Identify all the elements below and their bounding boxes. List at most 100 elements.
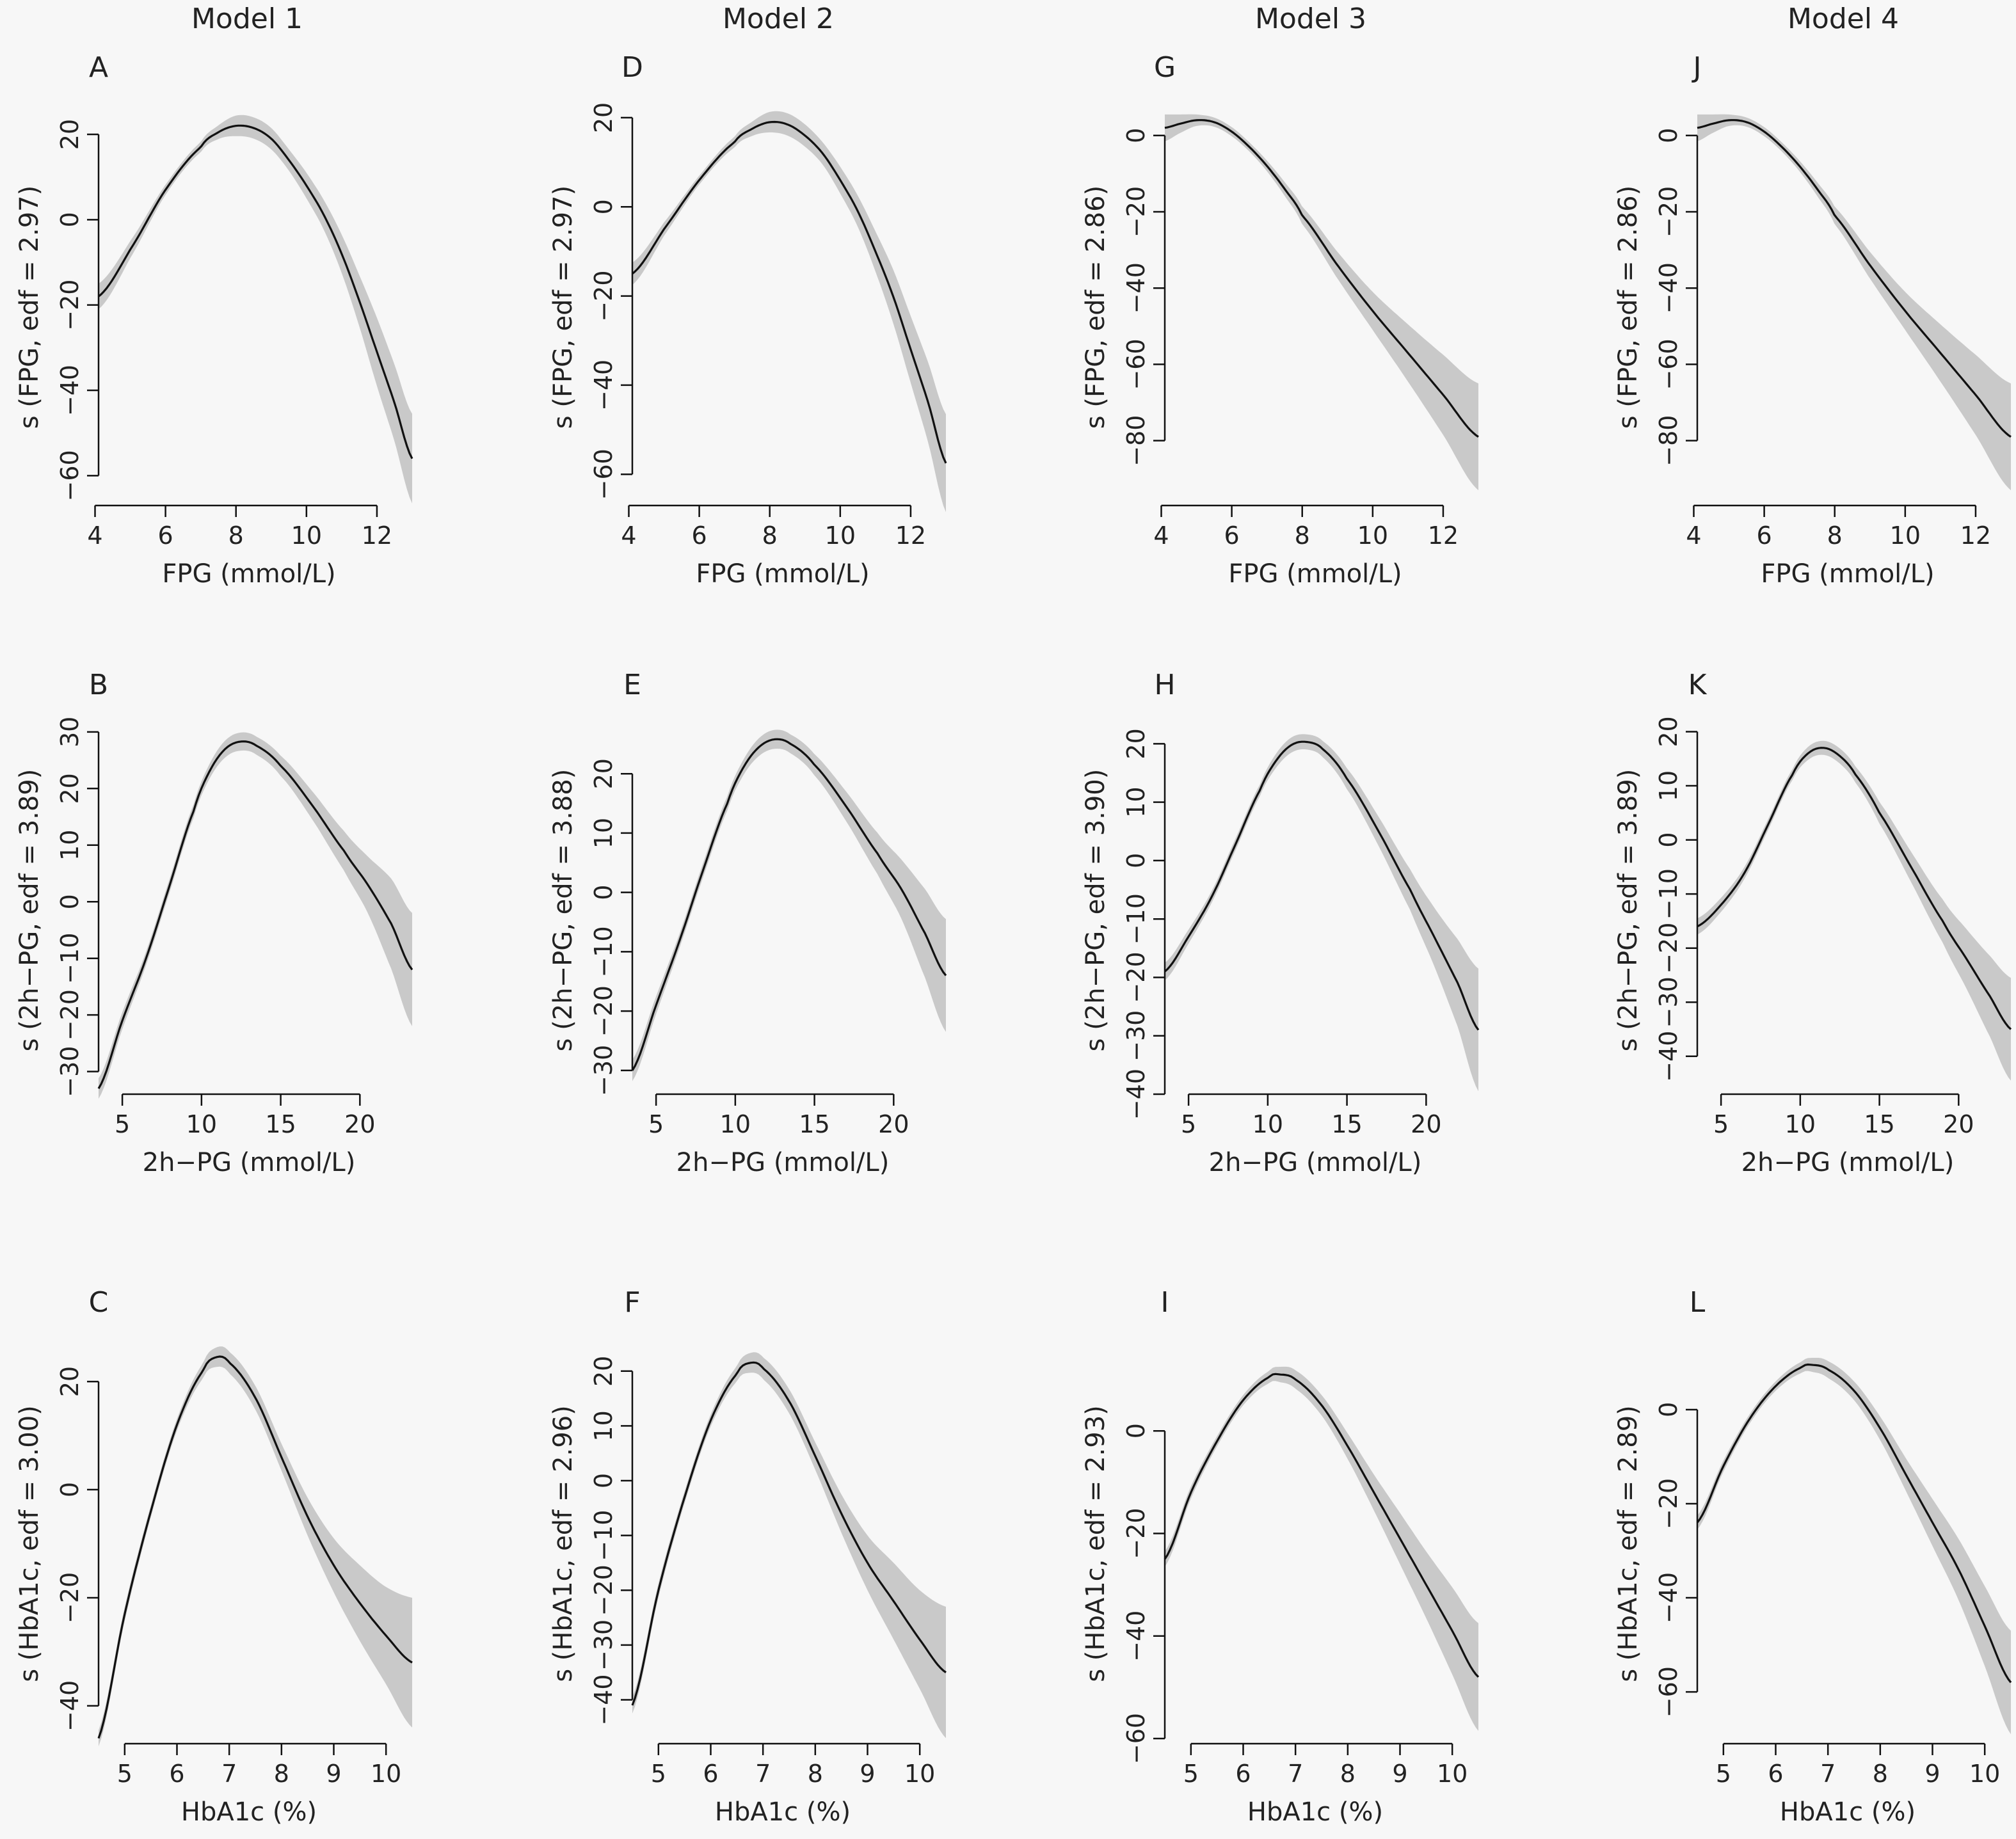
y-tick-label-B: 10 — [56, 830, 84, 861]
smooth-curve-D — [631, 120, 947, 464]
y-tick-label-B: −20 — [56, 989, 84, 1040]
panel-E: E 20 10 0 −10 −20 −30 5 10 15 20 2h−PG (mmol/L) s (2… — [548, 669, 947, 1177]
smooth-curve-H — [1164, 740, 1480, 1031]
y-tick-label-L: 0 — [1654, 1402, 1683, 1417]
x-tick-label-I: 7 — [1288, 1760, 1303, 1788]
y-tick-label-A: −20 — [56, 280, 84, 331]
x-axis-title-E: 2h−PG (mmol/L) — [676, 1148, 890, 1177]
y-tick-label-H: 0 — [1122, 853, 1150, 868]
y-tick-label-A: 0 — [56, 212, 84, 227]
x-tick-label-D: 4 — [621, 521, 636, 550]
smooth-curve-C — [97, 1355, 413, 1739]
model-title-1: Model 1 — [191, 3, 303, 35]
panel-grid: A 20 0 −20 −40 −60 4 6 8 10 12 FPG (mmol/L) s (FPG, … — [15, 51, 2012, 1827]
x-axis-title-C: HbA1c (%) — [181, 1797, 317, 1827]
x-tick-label-A: 4 — [87, 521, 102, 550]
y-tick-label-J: 0 — [1654, 128, 1683, 143]
x-tick-label-B: 10 — [186, 1110, 217, 1138]
model-titles: Model 1 Model 2 Model 3 Model 4 — [191, 3, 1899, 35]
y-tick-label-F: 10 — [589, 1410, 618, 1441]
x-tick-label-D: 12 — [895, 521, 926, 550]
x-tick-label-I: 5 — [1183, 1760, 1199, 1788]
x-tick-label-G: 10 — [1357, 521, 1388, 550]
y-tick-label-E: −30 — [589, 1045, 618, 1096]
x-tick-label-L: 8 — [1873, 1760, 1888, 1788]
x-tick-label-E: 5 — [648, 1110, 664, 1138]
y-tick-label-C: 0 — [56, 1482, 84, 1497]
y-tick-label-D: −40 — [589, 360, 618, 411]
x-tick-label-F: 5 — [651, 1760, 666, 1788]
x-tick-label-I: 9 — [1392, 1760, 1407, 1788]
smooth-curve-K — [1697, 747, 2012, 1030]
x-tick-label-C: 7 — [221, 1760, 237, 1788]
x-axis-title-B: 2h−PG (mmol/L) — [143, 1148, 356, 1177]
y-tick-label-H: −30 — [1122, 1010, 1150, 1062]
x-tick-label-A: 8 — [228, 521, 244, 550]
x-tick-label-C: 6 — [169, 1760, 184, 1788]
x-tick-label-D: 8 — [762, 521, 778, 550]
panel-C: C 20 0 −20 −40 5 6 7 8 9 10 HbA1c (%) s (HbA1c, edf … — [15, 1286, 413, 1827]
y-tick-label-E: 0 — [589, 885, 618, 900]
panel-letter-L: L — [1690, 1286, 1706, 1319]
y-axis-title-H: s (2h−PG, edf = 3.90) — [1081, 769, 1110, 1052]
y-tick-label-J: −40 — [1654, 262, 1683, 314]
y-tick-label-B: 20 — [56, 773, 84, 804]
y-tick-label-E: 20 — [589, 758, 618, 789]
y-tick-label-A: 20 — [56, 119, 84, 150]
y-tick-label-B: 30 — [56, 717, 84, 747]
x-tick-label-B: 20 — [344, 1110, 375, 1138]
x-tick-label-K: 15 — [1864, 1110, 1894, 1138]
x-tick-label-K: 5 — [1713, 1110, 1729, 1138]
panel-F: F 20 10 0 −10 −20 −30 −40 5 6 7 8 9 10 HbA1c (%) s (HbA… — [548, 1286, 947, 1827]
y-tick-label-L: −40 — [1654, 1572, 1683, 1623]
confidence-band-L — [1697, 1358, 2011, 1735]
panel-A: A 20 0 −20 −40 −604 6 8 10 12 FPG (mmol/L) s (FPG, … — [15, 51, 413, 589]
panel-letter-E: E — [623, 669, 641, 701]
panel-letter-B: B — [89, 669, 108, 701]
panel-letter-D: D — [621, 51, 643, 84]
y-tick-label-J: −80 — [1654, 415, 1683, 466]
y-tick-label-L: −60 — [1654, 1666, 1683, 1717]
x-tick-label-L: 6 — [1768, 1760, 1783, 1788]
y-axis-title-A: s (FPG, edf = 2.97) — [15, 186, 44, 429]
y-tick-label-F: −40 — [589, 1674, 618, 1725]
x-tick-label-B: 5 — [115, 1110, 130, 1138]
panel-G: G 0 −20 −40 −60 −80 4 6 8 10 12 FPG (mmol/L) s (FPG,… — [1081, 51, 1479, 589]
x-tick-label-H: 5 — [1181, 1110, 1196, 1138]
model-title-3: Model 3 — [1255, 3, 1366, 35]
y-tick-label-L: −20 — [1654, 1478, 1683, 1529]
x-axis-title-F: HbA1c (%) — [715, 1797, 851, 1827]
x-tick-label-L: 10 — [1969, 1760, 2000, 1788]
panel-letter-A: A — [89, 51, 108, 84]
y-tick-label-F: −20 — [589, 1564, 618, 1616]
y-tick-label-C: −20 — [56, 1572, 84, 1623]
confidence-band-C — [99, 1346, 412, 1747]
y-axis-title-G: s (FPG, edf = 2.86) — [1081, 186, 1110, 429]
x-tick-label-E: 20 — [878, 1110, 909, 1138]
y-tick-label-G: 0 — [1122, 128, 1150, 143]
y-axis-title-K: s (2h−PG, edf = 3.89) — [1613, 769, 1643, 1052]
x-tick-label-K: 10 — [1785, 1110, 1816, 1138]
confidence-band-A — [99, 115, 412, 504]
y-tick-label-K: 10 — [1654, 770, 1683, 801]
panel-letter-G: G — [1154, 51, 1176, 84]
y-tick-label-I: −20 — [1122, 1508, 1150, 1559]
y-tick-label-E: −10 — [589, 926, 618, 977]
smooth-curve-G — [1164, 119, 1479, 438]
y-tick-label-K: −40 — [1654, 1031, 1683, 1082]
x-axis-title-H: 2h−PG (mmol/L) — [1209, 1148, 1422, 1177]
y-tick-label-J: −20 — [1654, 186, 1683, 237]
x-tick-label-J: 10 — [1890, 521, 1921, 550]
y-tick-label-G: −80 — [1122, 415, 1150, 466]
y-tick-label-G: −20 — [1122, 186, 1150, 237]
x-tick-label-I: 8 — [1340, 1760, 1356, 1788]
panel-I: I 0 −20 −40 −60 5 6 7 8 9 10 HbA1c (%) s (HbA1c, edf… — [1081, 1286, 1480, 1827]
x-axis-title-D: FPG (mmol/L) — [696, 559, 869, 589]
y-tick-label-K: −30 — [1654, 976, 1683, 1028]
confidence-band-I — [1165, 1366, 1478, 1731]
y-tick-label-E: 10 — [589, 818, 618, 848]
y-tick-label-G: −40 — [1122, 262, 1150, 314]
